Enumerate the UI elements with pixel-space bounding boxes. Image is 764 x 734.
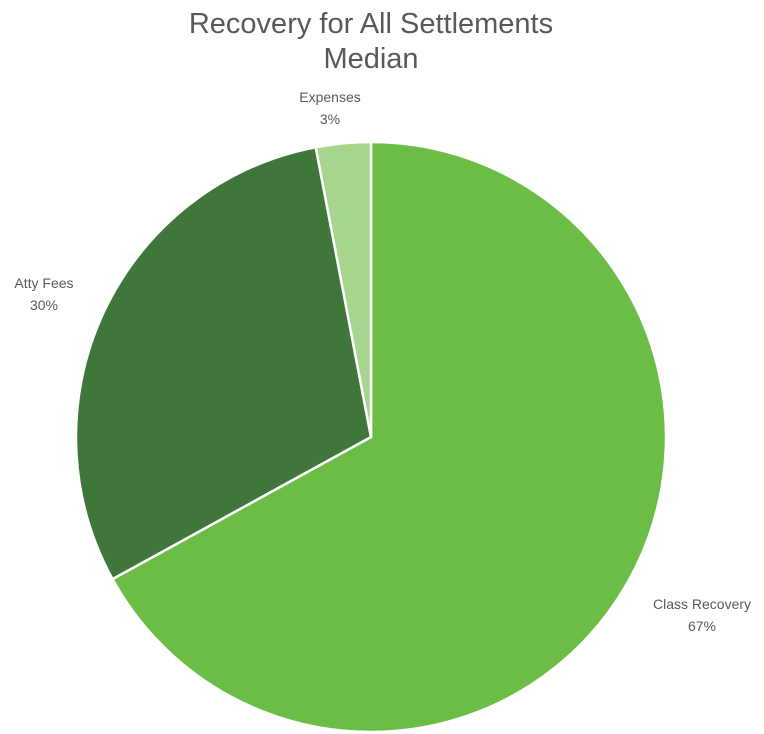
data-label-expenses-name: Expenses: [299, 89, 360, 105]
data-label-class-recovery-name: Class Recovery: [653, 596, 751, 612]
data-label-class-recovery-value: 67%: [688, 618, 716, 634]
data-label-expenses-value: 3%: [320, 111, 340, 127]
data-label-expenses: Expenses 3%: [299, 89, 360, 127]
chart-title-line-1: Recovery for All Settlements: [189, 8, 553, 40]
data-label-class-recovery: Class Recovery 67%: [653, 596, 751, 634]
pie-slice-atty-fees: [74, 145, 373, 581]
pie-slice-expenses: [314, 140, 373, 439]
pie-slices: [74, 140, 668, 734]
chart-title-line-2: Median: [323, 43, 418, 75]
data-label-atty-fees-value: 30%: [30, 297, 58, 313]
data-label-atty-fees: Atty Fees 30%: [14, 275, 73, 313]
pie-slice-class-recovery: [111, 140, 668, 734]
data-label-atty-fees-name: Atty Fees: [14, 275, 73, 291]
